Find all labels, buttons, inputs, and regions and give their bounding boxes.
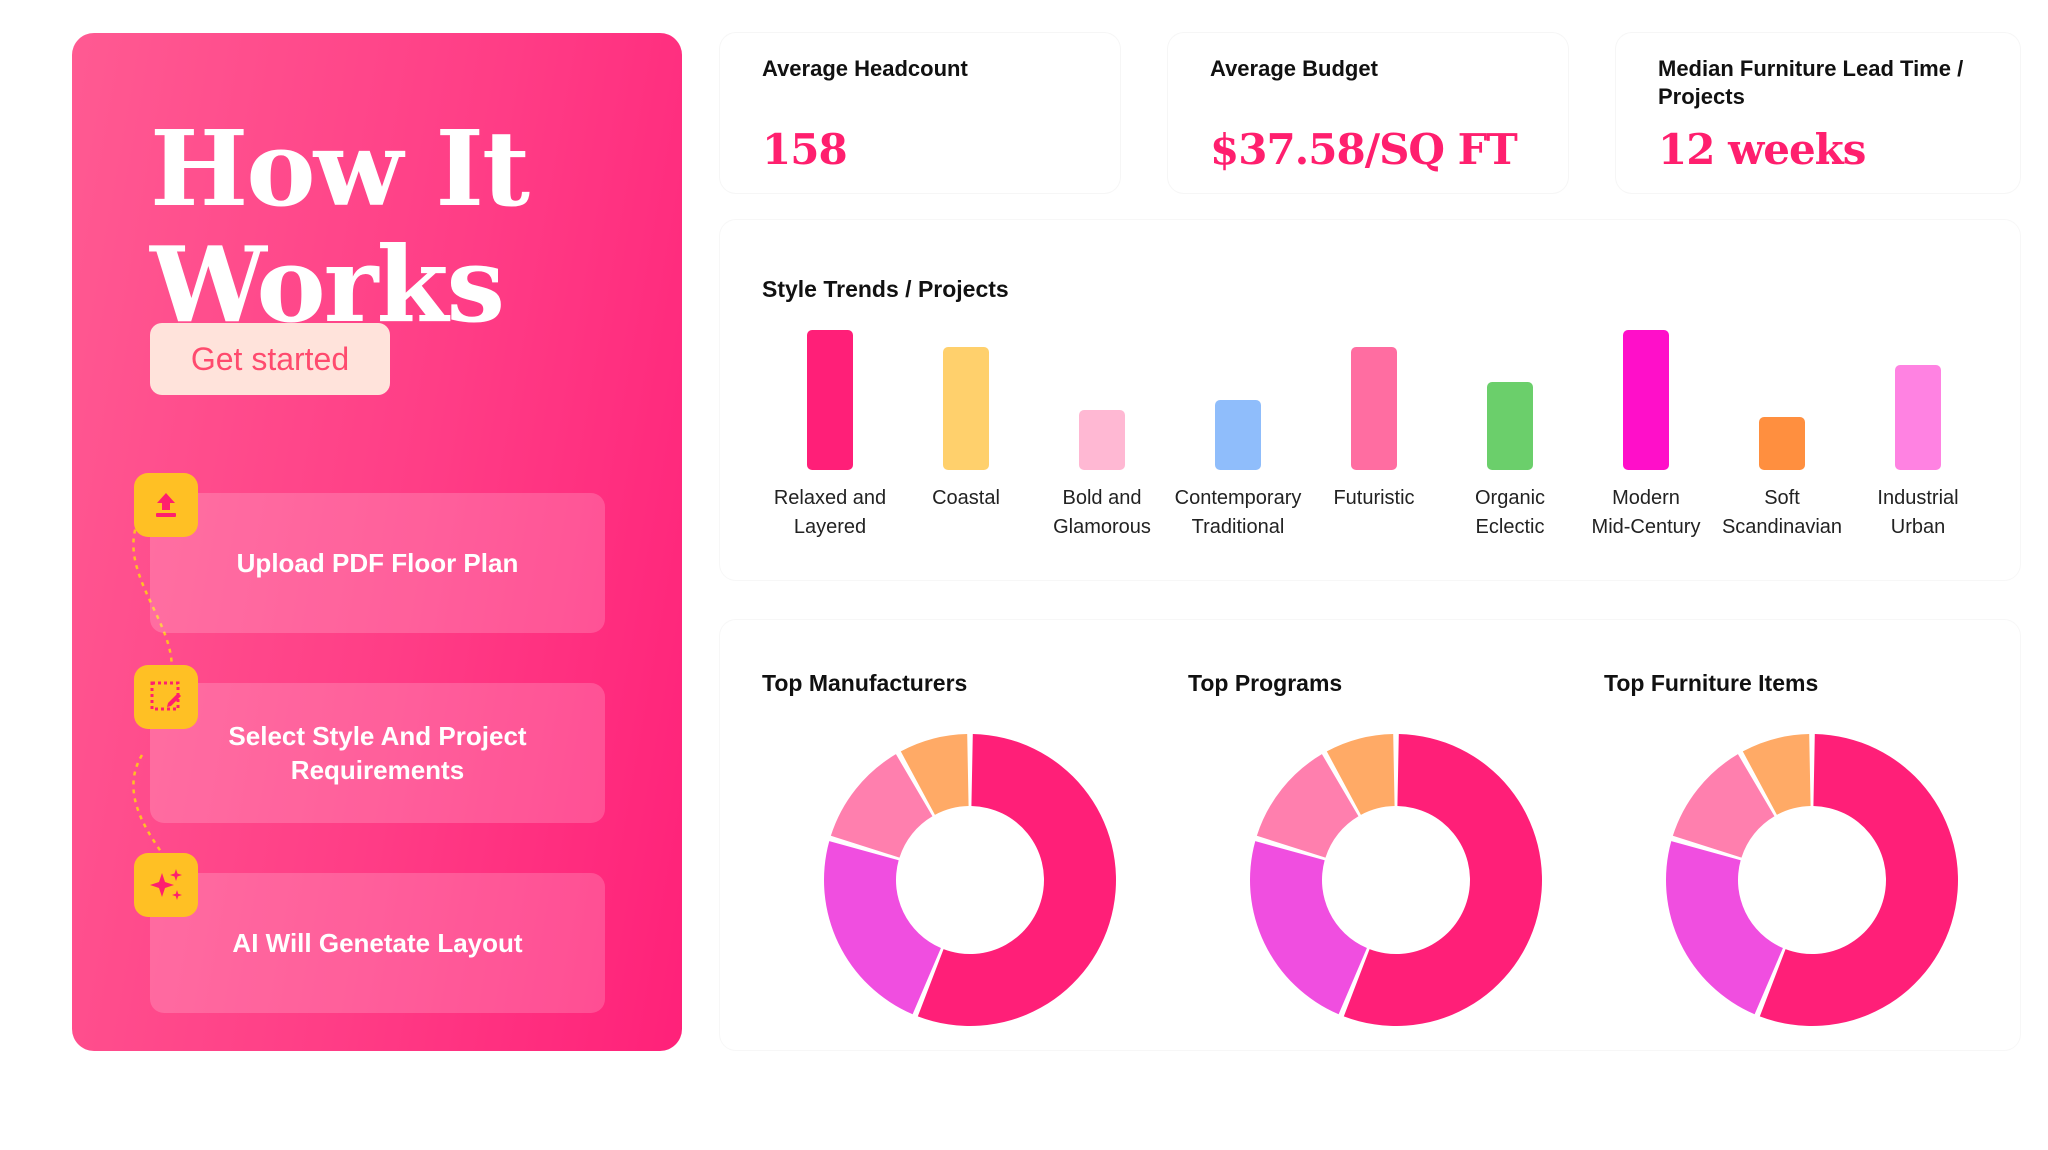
bar-label: Modern Mid-Century bbox=[1591, 487, 1701, 538]
kpi-value: $37.58/SQ FT bbox=[1210, 125, 1518, 174]
donut-slice bbox=[1672, 754, 1775, 858]
donut-top-manufacturers: Top Manufacturers bbox=[762, 620, 1162, 1050]
donut-slice bbox=[1759, 734, 1958, 1026]
bar bbox=[943, 347, 989, 470]
kpi-value: 12 weeks bbox=[1658, 125, 1866, 174]
donut-top-furniture-items: Top Furniture Items bbox=[1604, 620, 2004, 1050]
style-trends-title: Style Trends / Projects bbox=[762, 276, 1009, 302]
how-it-works-panel: How It Works Get started Upload PDF Floo… bbox=[72, 33, 682, 1051]
bar-column: Contemporary Traditional bbox=[1170, 220, 1306, 580]
sparkles-icon bbox=[134, 853, 198, 917]
donut-slice bbox=[824, 841, 941, 1015]
kpi-label: Average Headcount bbox=[762, 56, 968, 81]
step-upload-floor-plan[interactable]: Upload PDF Floor Plan bbox=[150, 493, 605, 633]
donut-slice bbox=[830, 754, 933, 858]
donut-slice bbox=[917, 734, 1116, 1026]
bar-column: Futuristic bbox=[1306, 220, 1442, 580]
donut-slice bbox=[1250, 841, 1367, 1015]
donut-title: Top Manufacturers bbox=[762, 670, 968, 696]
kpi-value: 158 bbox=[762, 125, 848, 174]
donut-slice bbox=[1256, 754, 1359, 858]
bar-column: Organic Eclectic bbox=[1442, 220, 1578, 580]
donut-slice bbox=[1666, 841, 1783, 1015]
bar-label: Coastal bbox=[932, 487, 1000, 509]
donut-slice bbox=[1742, 734, 1811, 815]
donut-top-programs: Top Programs bbox=[1188, 620, 1588, 1050]
steps-list: Upload PDF Floor Plan Select Style And P… bbox=[72, 33, 682, 1051]
bar-label: Futuristic bbox=[1333, 487, 1415, 509]
kpi-label: Median Furniture Lead Time / Projects bbox=[1658, 56, 1964, 109]
bar bbox=[1487, 382, 1533, 470]
upload-icon bbox=[134, 473, 198, 537]
top-lists-card: Top Manufacturers Top Programs Top Furni… bbox=[720, 620, 2020, 1050]
kpi-median-lead-time: Median Furniture Lead Time / Projects 12… bbox=[1616, 33, 2020, 193]
bar bbox=[1623, 330, 1669, 470]
bar bbox=[807, 330, 853, 470]
donut-chart bbox=[1666, 734, 1958, 1026]
donut-chart bbox=[1250, 734, 1542, 1026]
bar-label: Relaxed and Layered bbox=[773, 487, 887, 538]
select-edit-icon bbox=[134, 665, 198, 729]
step-label: Upload PDF Floor Plan bbox=[236, 548, 519, 578]
bar bbox=[1215, 400, 1261, 470]
style-trends-card: Style Trends / Projects Relaxed and Laye… bbox=[720, 220, 2020, 580]
bar bbox=[1759, 417, 1805, 470]
step-ai-generate[interactable]: AI Will Genetate Layout bbox=[150, 873, 605, 1013]
donut-slice bbox=[900, 734, 969, 815]
step-label: AI Will Genetate Layout bbox=[232, 928, 523, 958]
donut-slice bbox=[1326, 734, 1395, 815]
bar-column: Bold and Glamorous bbox=[1034, 220, 1170, 580]
bar-column: Relaxed and Layered bbox=[762, 220, 898, 580]
kpi-average-headcount: Average Headcount 158 bbox=[720, 33, 1120, 193]
bar-label: Organic Eclectic bbox=[1474, 487, 1546, 538]
donut-chart bbox=[824, 734, 1116, 1026]
donut-title: Top Furniture Items bbox=[1604, 670, 1819, 696]
kpi-label: Average Budget bbox=[1210, 56, 1378, 81]
bar-label: Industrial Urban bbox=[1877, 487, 1959, 538]
bar-column: Industrial Urban bbox=[1850, 220, 1986, 580]
bar-label: Bold and Glamorous bbox=[1053, 487, 1151, 538]
get-started-button[interactable]: Get started bbox=[150, 323, 390, 395]
bar-column: Coastal bbox=[898, 220, 1034, 580]
bar bbox=[1079, 410, 1125, 470]
bar bbox=[1895, 365, 1941, 470]
bar-column: Soft Scandinavian bbox=[1714, 220, 1850, 580]
bar bbox=[1351, 347, 1397, 470]
hero-title: How It Works bbox=[150, 107, 530, 346]
step-label: Select Style And Project Requirements bbox=[228, 721, 527, 785]
bar-column: Modern Mid-Century bbox=[1578, 220, 1714, 580]
kpi-average-budget: Average Budget $37.58/SQ FT bbox=[1168, 33, 1568, 193]
donut-title: Top Programs bbox=[1188, 670, 1343, 696]
donut-slice bbox=[1343, 734, 1542, 1026]
bar-label: Soft Scandinavian bbox=[1721, 487, 1843, 538]
bar-label: Contemporary Traditional bbox=[1174, 487, 1302, 538]
step-select-style[interactable]: Select Style And Project Requirements bbox=[150, 683, 605, 823]
